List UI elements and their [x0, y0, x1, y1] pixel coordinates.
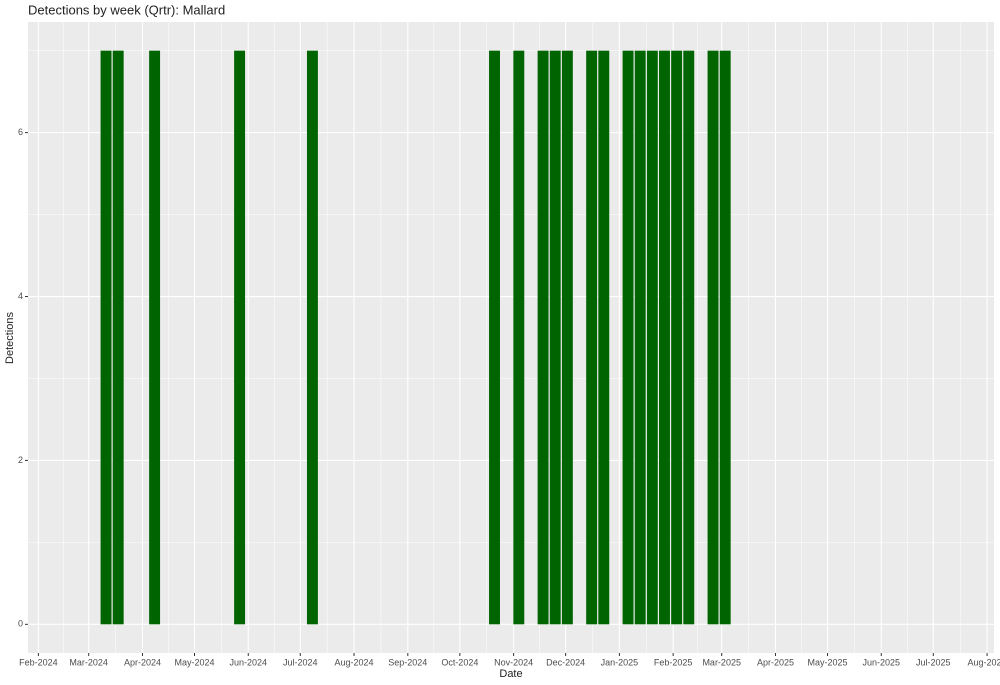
bar	[306, 50, 318, 625]
bar	[719, 50, 731, 625]
x-tick-label: Apr-2025	[757, 657, 794, 667]
x-tick-label: Jul-2025	[916, 657, 951, 667]
x-axis-title: Date	[499, 668, 522, 680]
x-tick-label: Sep-2024	[388, 657, 427, 667]
y-tick-label: 2	[18, 455, 23, 465]
x-tick-label: Mar-2024	[69, 657, 108, 667]
bar	[671, 50, 683, 625]
bar	[100, 50, 112, 625]
bar	[537, 50, 549, 625]
x-tick-label: Apr-2024	[124, 657, 161, 667]
bar	[683, 50, 695, 625]
y-tick-label: 6	[18, 127, 23, 137]
x-tick-label: May-2024	[174, 657, 214, 667]
x-tick-label: Aug-2024	[335, 657, 374, 667]
bar	[489, 50, 500, 625]
x-tick-label: Jul-2024	[283, 657, 318, 667]
bar	[598, 50, 610, 625]
chart-title: Detections by week (Qrtr): Mallard	[28, 2, 225, 17]
x-tick-label: Feb-2025	[654, 657, 693, 667]
y-axis-title: Detections	[4, 312, 16, 364]
x-tick-label: Aug-2025	[968, 657, 1000, 667]
bar	[707, 50, 719, 625]
bar	[646, 50, 658, 625]
bar	[549, 50, 561, 625]
x-tick-label: Mar-2025	[702, 657, 741, 667]
bar	[234, 50, 246, 625]
bar	[634, 50, 646, 625]
y-tick-label: 4	[18, 291, 23, 301]
x-tick-label: May-2025	[807, 657, 847, 667]
x-tick-label: Dec-2024	[546, 657, 585, 667]
bar	[513, 50, 525, 625]
bar	[622, 50, 634, 625]
x-tick-label: Nov-2024	[494, 657, 533, 667]
x-tick-label: Jun-2025	[863, 657, 901, 667]
bar	[112, 50, 124, 625]
bar	[659, 50, 670, 625]
bar	[561, 50, 573, 625]
bar	[586, 50, 598, 625]
y-tick-label: 0	[18, 619, 23, 629]
x-tick-label: Oct-2024	[441, 657, 478, 667]
panel	[28, 22, 994, 653]
x-tick-label: Jan-2025	[601, 657, 639, 667]
x-tick-label: Feb-2024	[19, 657, 58, 667]
bar	[149, 50, 161, 625]
x-tick-label: Jun-2024	[229, 657, 267, 667]
